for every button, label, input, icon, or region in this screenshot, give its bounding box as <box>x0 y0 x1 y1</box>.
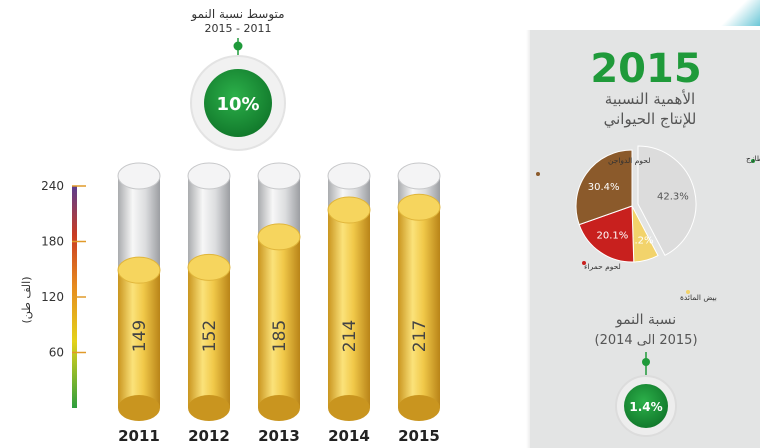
bar-value-label: 217 <box>410 320 430 352</box>
bar-value-surface <box>187 253 231 281</box>
bar-base <box>118 395 160 421</box>
y-axis-label: (الف طن) <box>20 276 33 323</box>
panel-shadow <box>526 30 532 448</box>
bar-base <box>328 395 370 421</box>
panel-growth-period: (2015 الى 2014) <box>594 333 697 348</box>
x-tick-label: 2014 <box>328 427 370 445</box>
y-tick-label: 60 <box>49 346 64 360</box>
bar-value-surface <box>397 193 441 221</box>
bar-value-surface <box>117 256 161 284</box>
y-axis: 60 120 180 240 <box>41 179 86 408</box>
growth-note-title: متوسط نسبة النمو <box>190 7 284 22</box>
panel-growth-value: 1.4% <box>629 400 662 414</box>
x-tick-label: 2012 <box>188 427 230 445</box>
pie-category-label: لحوم الدواجن <box>608 156 650 165</box>
pie-slice <box>575 149 633 226</box>
y-tick-label: 120 <box>41 290 64 304</box>
pie-value-label: 7.2% <box>628 236 653 247</box>
y-tick-label: 180 <box>41 235 64 249</box>
bar-2014: 214 <box>327 162 371 421</box>
pie-title-line-1: الأهمية النسبية <box>605 89 695 108</box>
bar-2013: 185 <box>257 162 301 421</box>
corner-accent <box>720 0 760 26</box>
bar-2012: 152 <box>187 162 231 421</box>
bar-value-label: 185 <box>270 320 290 352</box>
panel-growth-label: نسبة النمو <box>615 312 676 328</box>
growth-note-dot <box>233 41 243 51</box>
growth-note-period: 2015 - 2011 <box>205 22 272 35</box>
pie-slice <box>637 145 697 257</box>
bar-top-cap <box>117 162 161 190</box>
bar-value-label: 152 <box>200 320 220 352</box>
pie-value-label: 30.4% <box>588 182 620 193</box>
panel-growth-dot <box>642 358 650 366</box>
bar-top-cap <box>187 162 231 190</box>
x-tick-label: 2013 <box>258 427 300 445</box>
bar-top-cap <box>397 162 441 190</box>
growth-note-value: 10% <box>216 94 259 115</box>
bar-base <box>188 395 230 421</box>
pie-label-dot <box>751 159 755 163</box>
bar-2011: 149 <box>117 162 161 421</box>
bar-fill <box>258 236 300 408</box>
bar-base <box>398 395 440 421</box>
bar-top-cap <box>257 162 301 190</box>
bar-fill <box>188 267 230 408</box>
bar-value-label: 149 <box>130 320 150 352</box>
bar-value-surface <box>327 196 371 224</box>
x-axis-labels: 2011 2012 2013 2014 2015 <box>118 427 440 445</box>
bar-top-cap <box>327 162 371 190</box>
pie-label-dot <box>686 290 690 294</box>
bar-value-surface <box>257 223 301 251</box>
bar-fill <box>328 210 370 408</box>
pie-category-label: لحوم حمراء <box>584 262 621 271</box>
pie-category-label: بيض المائدة <box>680 293 717 302</box>
growth-note-disc <box>204 69 272 137</box>
bar-base <box>258 395 300 421</box>
pie-label-dot <box>536 172 540 176</box>
x-tick-label: 2015 <box>398 427 440 445</box>
pie-value-label: 20.1% <box>597 231 629 242</box>
pie-category-label: حليب طازج <box>746 154 760 163</box>
pie-title-line-2: للإنتاج الحيواني <box>604 110 697 129</box>
pie-value-label: 42.3% <box>657 191 689 202</box>
pie-label-dot <box>582 261 586 265</box>
x-tick-label: 2011 <box>118 427 160 445</box>
pie-year: 2015 <box>590 46 701 92</box>
bar-fill <box>398 207 440 408</box>
panel-growth-disc <box>624 384 668 428</box>
bar-value-label: 214 <box>340 320 360 352</box>
y-tick-label: 240 <box>41 179 64 193</box>
bar-series: 149 152 185 214 217 <box>117 162 441 421</box>
pie-chart: 42.3% حليب طازج 7.2% بيض المائدة 20.1% لحوم ح… <box>536 145 760 302</box>
bar-fill <box>118 270 160 408</box>
bar-2015: 217 <box>397 162 441 421</box>
